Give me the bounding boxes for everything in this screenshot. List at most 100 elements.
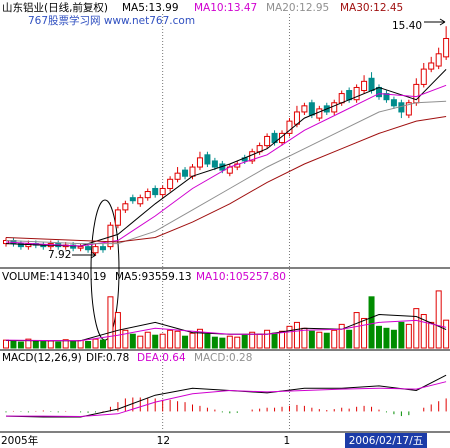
- legend-entry: MA5:13.99: [122, 2, 179, 14]
- legend-entry: MA30:12.45: [340, 2, 403, 14]
- candle-body: [316, 108, 323, 119]
- legend-entry: DEA:0.64: [137, 352, 186, 364]
- candle-body: [368, 77, 375, 92]
- volume-bar: [40, 341, 47, 349]
- volume-bar: [70, 340, 77, 349]
- x-tick-label: 12: [157, 435, 170, 447]
- volume-bar: [256, 333, 263, 349]
- highlight-ellipse: [90, 199, 120, 341]
- candle-body: [301, 105, 308, 113]
- candle-body: [114, 209, 121, 226]
- candle-body: [137, 197, 144, 205]
- candle-body: [144, 191, 151, 199]
- candle-body: [159, 187, 166, 196]
- volume-bar: [264, 329, 271, 349]
- ma-line: [5, 100, 447, 245]
- candle-body: [443, 37, 450, 58]
- volume-bar: [17, 341, 24, 349]
- volume-bar: [47, 340, 54, 349]
- volume-bar: [144, 331, 151, 349]
- volume-bar: [361, 317, 368, 349]
- x-tick-label: 1: [283, 435, 290, 447]
- volume-bar: [241, 334, 248, 349]
- annotation: 15.40: [392, 20, 422, 32]
- candle-body: [196, 157, 203, 168]
- candle-body: [264, 135, 271, 147]
- volume-bar: [271, 332, 278, 349]
- volume-bar: [338, 323, 345, 349]
- volume-bar: [159, 333, 166, 349]
- volume-bar: [443, 319, 450, 349]
- legend-entry: MA10:105257.80: [196, 271, 286, 283]
- cursor-date-box: [345, 433, 427, 448]
- volume-bar: [398, 321, 405, 349]
- volume-bar: [368, 296, 375, 349]
- candle-body: [390, 99, 397, 107]
- chart-title: MACD(12,26,9): [2, 352, 82, 364]
- candle-body: [70, 244, 77, 249]
- volume-bar: [189, 332, 196, 349]
- ma-line: [5, 116, 447, 243]
- volume-bar: [99, 339, 106, 349]
- candle-body: [346, 90, 353, 101]
- volume-bar: [204, 333, 211, 349]
- volume-bar: [62, 339, 69, 349]
- volume-bar: [219, 337, 226, 349]
- volume-bar: [85, 341, 92, 349]
- volume-bar: [390, 329, 397, 349]
- volume-bar: [383, 327, 390, 349]
- legend-entry: MA5:93559.13: [115, 271, 192, 283]
- candle-body: [338, 93, 345, 104]
- volume-bar: [10, 340, 17, 349]
- volume-bar: [32, 340, 39, 349]
- chart-title: 山东铝业(日线,前复权): [2, 1, 108, 14]
- candle-body: [361, 80, 368, 92]
- candle-body: [331, 102, 338, 113]
- volume-bar: [122, 329, 129, 349]
- annotation: 7.92: [48, 249, 71, 261]
- volume-bar: [234, 336, 241, 349]
- candle-body: [92, 246, 99, 254]
- chart-title: VOLUME:141340.19: [2, 271, 106, 283]
- candle-body: [405, 102, 412, 116]
- ma-line: [5, 374, 447, 418]
- candle-body: [174, 172, 181, 180]
- candle-body: [435, 53, 442, 67]
- legend-entry: MACD:0.28: [194, 352, 252, 364]
- candle-body: [204, 154, 211, 165]
- volume-bar: [316, 331, 323, 349]
- candle-body: [383, 93, 390, 101]
- volume-bar: [152, 334, 159, 349]
- volume-bar: [77, 340, 84, 349]
- candle-body: [17, 243, 24, 248]
- candle-body: [122, 203, 129, 211]
- volume-bar: [308, 330, 315, 349]
- volume-bar: [25, 338, 32, 349]
- volume-bar: [3, 339, 9, 349]
- candle-body: [428, 62, 435, 70]
- volume-bar: [286, 325, 293, 349]
- volume-bar: [211, 336, 218, 349]
- legend-entry: MA10:13.47: [194, 2, 257, 14]
- candle-body: [420, 68, 427, 85]
- volume-bar: [279, 330, 286, 349]
- annotation-arrow: [439, 18, 446, 26]
- candle-body: [152, 187, 159, 196]
- volume-bar: [92, 338, 99, 349]
- volume-bar: [323, 332, 330, 349]
- volume-bar: [174, 330, 181, 349]
- volume-bar: [331, 329, 338, 349]
- candle-body: [211, 160, 218, 168]
- volume-bar: [376, 325, 382, 349]
- volume-bar: [226, 335, 233, 349]
- volume-bar: [182, 335, 189, 349]
- volume-bar: [55, 341, 62, 349]
- candle-body: [77, 246, 84, 249]
- ma-line: [5, 319, 447, 342]
- volume-bar: [413, 308, 420, 349]
- volume-bar: [167, 329, 174, 349]
- ma-line: [6, 381, 447, 418]
- cursor-date: 2006/02/17/五: [349, 435, 424, 447]
- x-tick-label: 2005年: [1, 434, 38, 447]
